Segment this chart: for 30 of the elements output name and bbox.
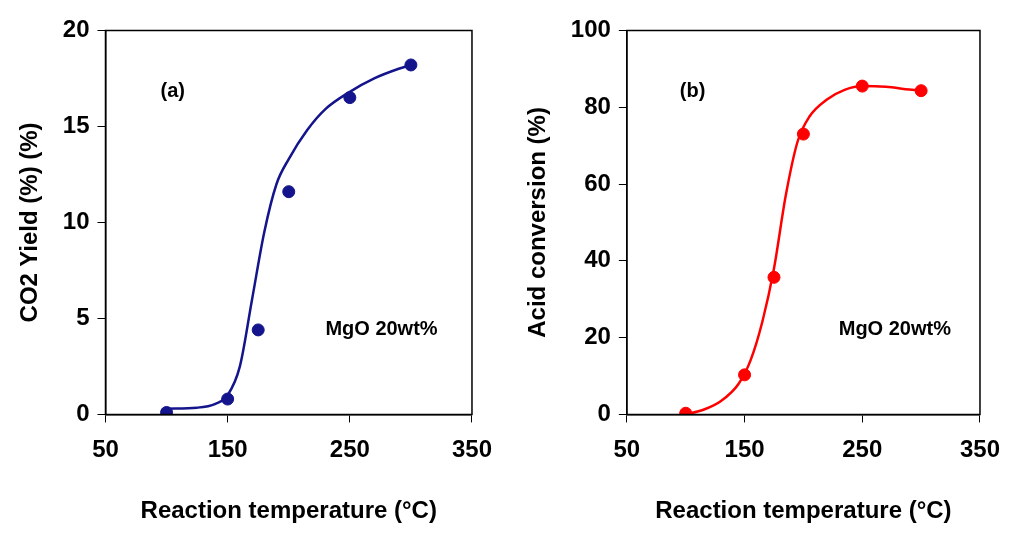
y-tick-label: 60 xyxy=(584,168,611,196)
x-tick-label: 50 xyxy=(613,435,641,463)
x-tick-label: 150 xyxy=(207,435,248,463)
y-tick-label: 40 xyxy=(584,245,611,273)
x-tick-label: 50 xyxy=(92,435,119,463)
annotation: MgO 20wt% xyxy=(838,317,952,340)
point xyxy=(914,84,928,98)
x-tick-label: 150 xyxy=(724,435,765,463)
x-axis-title: Reaction temperature (°C) xyxy=(140,496,437,524)
annotation: (b) xyxy=(679,79,706,102)
annotation: (a) xyxy=(160,79,185,102)
y-tick-label: 100 xyxy=(570,15,611,43)
x-tick-label: 250 xyxy=(329,435,370,463)
annotation: MgO 20wt% xyxy=(325,317,438,340)
x-tick-label: 250 xyxy=(842,435,883,463)
y-axis-title: CO2 Yield (%) (%) xyxy=(15,122,43,323)
y-tick-label: 10 xyxy=(62,207,90,235)
y-tick-label: 20 xyxy=(584,322,611,350)
y-tick-label: 5 xyxy=(76,303,90,331)
y-tick-label: 80 xyxy=(584,91,611,119)
y-axis-title: Acid conversion (%) xyxy=(523,107,551,338)
y-tick-label: 0 xyxy=(76,399,90,427)
x-axis-title: Reaction temperature (°C) xyxy=(655,496,952,524)
point xyxy=(251,323,265,337)
x-tick-label: 350 xyxy=(959,435,1000,463)
y-tick-label: 15 xyxy=(62,111,90,139)
y-tick-label: 20 xyxy=(62,15,90,43)
point xyxy=(282,185,296,199)
x-tick-label: 350 xyxy=(451,435,492,463)
y-tick-label: 0 xyxy=(597,399,611,427)
